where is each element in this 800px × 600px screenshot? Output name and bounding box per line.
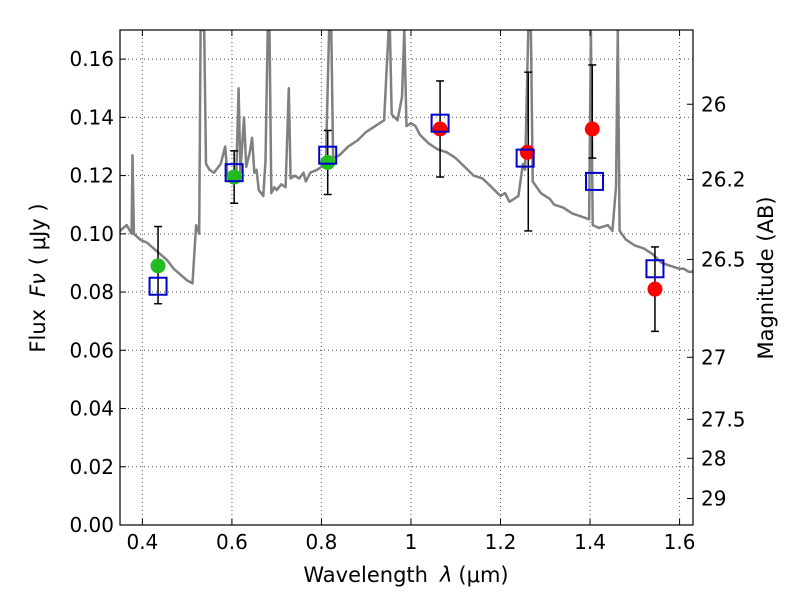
plot-area bbox=[120, 30, 693, 333]
x-tick-label: 0.6 bbox=[216, 530, 248, 554]
x-axis-label: Wavelength λ (μm) bbox=[303, 563, 508, 587]
observed-flux-point bbox=[584, 121, 600, 137]
sed-spectrum-line bbox=[120, 30, 693, 285]
y-tick-label: 0.08 bbox=[69, 280, 114, 304]
x-tick-label: 0.8 bbox=[306, 530, 338, 554]
y-tick-label: 0.04 bbox=[69, 397, 114, 421]
y-tick-label: 0.10 bbox=[69, 222, 114, 246]
ticks: 0.4 0.6 0.8 1 1.2 1.4 1.6 0.00 0.02 0.04 0.06 0.08 0… bbox=[69, 30, 746, 554]
model-flux-square bbox=[515, 148, 535, 168]
magnitude-tick-label: 26.5 bbox=[701, 247, 746, 271]
x-tick-label: 0.4 bbox=[126, 530, 158, 554]
observed-flux-point bbox=[226, 169, 242, 185]
observed-flux-point bbox=[647, 281, 663, 297]
observed-flux-point bbox=[432, 121, 448, 137]
x-tick-label: 1.6 bbox=[664, 530, 696, 554]
x-tick-label: 1.2 bbox=[485, 530, 517, 554]
y-tick-label: 0.06 bbox=[69, 338, 114, 362]
y-axis-label: FluxFν( μJy ) bbox=[26, 203, 50, 352]
y-tick-label: 0.16 bbox=[69, 47, 114, 71]
model-flux-square bbox=[148, 276, 168, 296]
magnitude-tick-label: 27 bbox=[701, 345, 726, 369]
model-flux-square bbox=[224, 163, 244, 183]
model-flux-square bbox=[318, 145, 338, 165]
y2-axis-label: Magnitude (AB) bbox=[754, 196, 778, 359]
observed-flux-point bbox=[519, 144, 535, 160]
y-tick-label: 0.14 bbox=[69, 105, 114, 129]
plot-frame bbox=[119, 29, 694, 526]
observed-flux-point bbox=[320, 154, 336, 170]
magnitude-tick-label: 27.5 bbox=[701, 407, 746, 431]
magnitude-tick-label: 26 bbox=[701, 92, 726, 116]
y-tick-label: 0.02 bbox=[69, 455, 114, 479]
model-flux-square bbox=[585, 171, 605, 191]
model-flux-square bbox=[645, 259, 665, 279]
gridlines bbox=[120, 30, 693, 526]
x-tick-label: 1 bbox=[405, 530, 418, 554]
model-flux-square bbox=[430, 113, 450, 133]
magnitude-tick-label: 28 bbox=[701, 446, 726, 470]
y-tick-label: 0.12 bbox=[69, 164, 114, 188]
magnitude-tick-label: 29 bbox=[701, 487, 726, 511]
y-tick-label: 0.00 bbox=[69, 513, 114, 537]
x-tick-label: 1.4 bbox=[574, 530, 606, 554]
observed-flux-point bbox=[150, 258, 166, 274]
magnitude-tick-label: 26.2 bbox=[701, 167, 746, 191]
